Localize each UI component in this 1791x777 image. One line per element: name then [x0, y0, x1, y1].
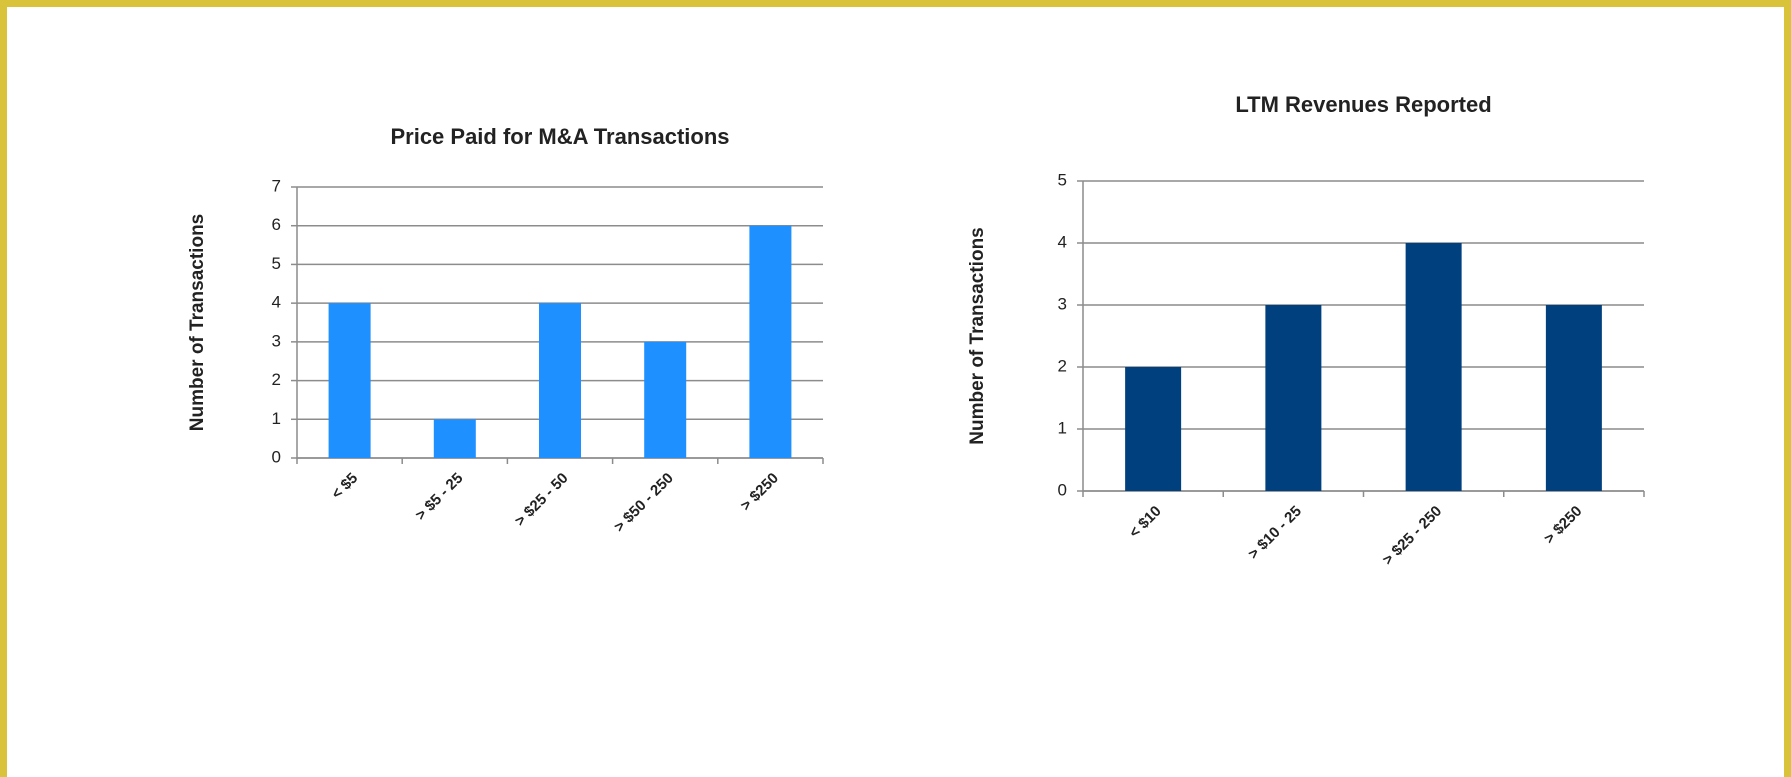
x-tick-label: > $250	[1541, 503, 1586, 548]
bar	[749, 225, 792, 458]
y-tick-label: 0	[1058, 480, 1067, 499]
y-tick-label: 4	[272, 293, 281, 312]
y-tick-label: 2	[272, 370, 281, 389]
y-axis-title: Number of Transactions	[967, 227, 988, 445]
bar	[328, 303, 371, 458]
y-tick-label: 7	[272, 176, 281, 195]
y-tick-label: 6	[272, 215, 281, 234]
x-tick-label: < $10	[1126, 503, 1165, 542]
y-tick-label: 3	[1058, 294, 1067, 313]
y-tick-label: 1	[272, 409, 281, 428]
y-tick-label: 5	[1058, 170, 1067, 189]
bar	[644, 341, 687, 458]
y-tick-label: 4	[1058, 232, 1067, 251]
bar	[1405, 243, 1462, 491]
y-tick-label: 2	[1058, 356, 1067, 375]
charts: Price Paid for M&A Transactions Number of…	[187, 92, 1645, 569]
bar	[539, 303, 581, 458]
x-tick-label: > $25 - 250	[1379, 503, 1445, 569]
x-tick-label: > $250	[737, 470, 782, 515]
x-tick-label: > $5 - 25	[412, 470, 466, 524]
y-tick-label: 5	[272, 254, 281, 273]
bar	[433, 419, 476, 458]
y-tick-label: 0	[272, 447, 281, 466]
x-tick-label: > $50 - 250	[611, 470, 677, 536]
x-tick-label: < $5	[328, 470, 361, 503]
bar	[1545, 305, 1602, 491]
y-tick-label: 3	[272, 331, 281, 350]
y-tick-label: 1	[1058, 418, 1067, 437]
chart-title: LTM Revenues Reported	[1235, 92, 1491, 117]
chart-title: Price Paid for M&A Transactions	[390, 124, 729, 149]
bar	[1265, 305, 1322, 491]
bar	[1125, 367, 1182, 491]
x-tick-label: > $10 - 25	[1245, 503, 1305, 563]
x-tick-label: > $25 - 50	[512, 470, 572, 530]
y-axis-title: Number of Transactions	[187, 214, 208, 432]
